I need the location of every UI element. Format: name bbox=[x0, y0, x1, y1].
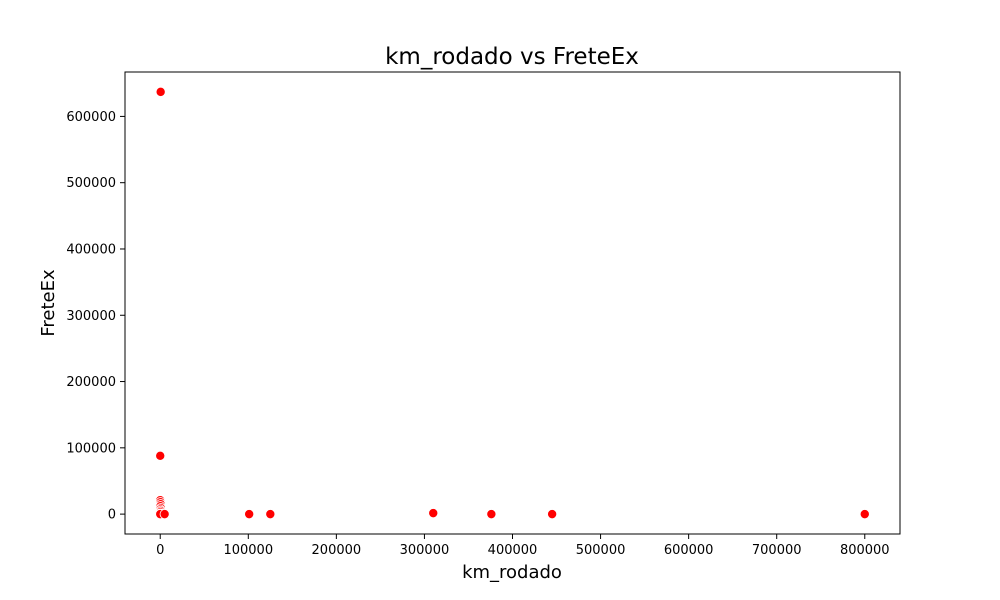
y-axis-label: FreteEx bbox=[38, 269, 59, 337]
x-axis: 0 100000 200000 300000 400000 500000 600000 700… bbox=[156, 534, 890, 558]
y-tick-label: 200000 bbox=[66, 375, 116, 390]
x-tick-label: 400000 bbox=[488, 543, 538, 558]
y-tick-label: 0 bbox=[108, 508, 116, 523]
data-point bbox=[486, 509, 497, 520]
y-tick-label: 600000 bbox=[66, 110, 116, 125]
y-tick-label: 300000 bbox=[66, 309, 116, 324]
x-tick-label: 700000 bbox=[752, 543, 802, 558]
y-tick-label: 100000 bbox=[66, 441, 116, 456]
y-tick-label: 400000 bbox=[66, 242, 116, 257]
data-point bbox=[159, 509, 170, 520]
x-tick-label: 800000 bbox=[840, 543, 890, 558]
data-point bbox=[265, 509, 276, 520]
plot-area-frame bbox=[124, 71, 901, 535]
x-tick-label: 200000 bbox=[312, 543, 362, 558]
chart-title: km_rodado vs FreteEx bbox=[385, 44, 639, 70]
x-tick-label: 100000 bbox=[223, 543, 273, 558]
y-axis: 0 100000 200000 300000 400000 500000 600000 bbox=[66, 110, 125, 523]
x-tick-label: 500000 bbox=[576, 543, 626, 558]
data-point bbox=[859, 509, 870, 520]
data-point bbox=[155, 450, 166, 461]
data-point bbox=[428, 508, 439, 519]
x-tick-label: 300000 bbox=[400, 543, 450, 558]
data-point bbox=[547, 509, 558, 520]
x-tick-label: 600000 bbox=[664, 543, 714, 558]
data-point bbox=[155, 86, 166, 97]
data-point bbox=[244, 509, 255, 520]
x-axis-label: km_rodado bbox=[462, 562, 562, 583]
data-points bbox=[155, 86, 870, 520]
x-tick-label: 0 bbox=[156, 543, 164, 558]
y-tick-label: 500000 bbox=[66, 176, 116, 191]
